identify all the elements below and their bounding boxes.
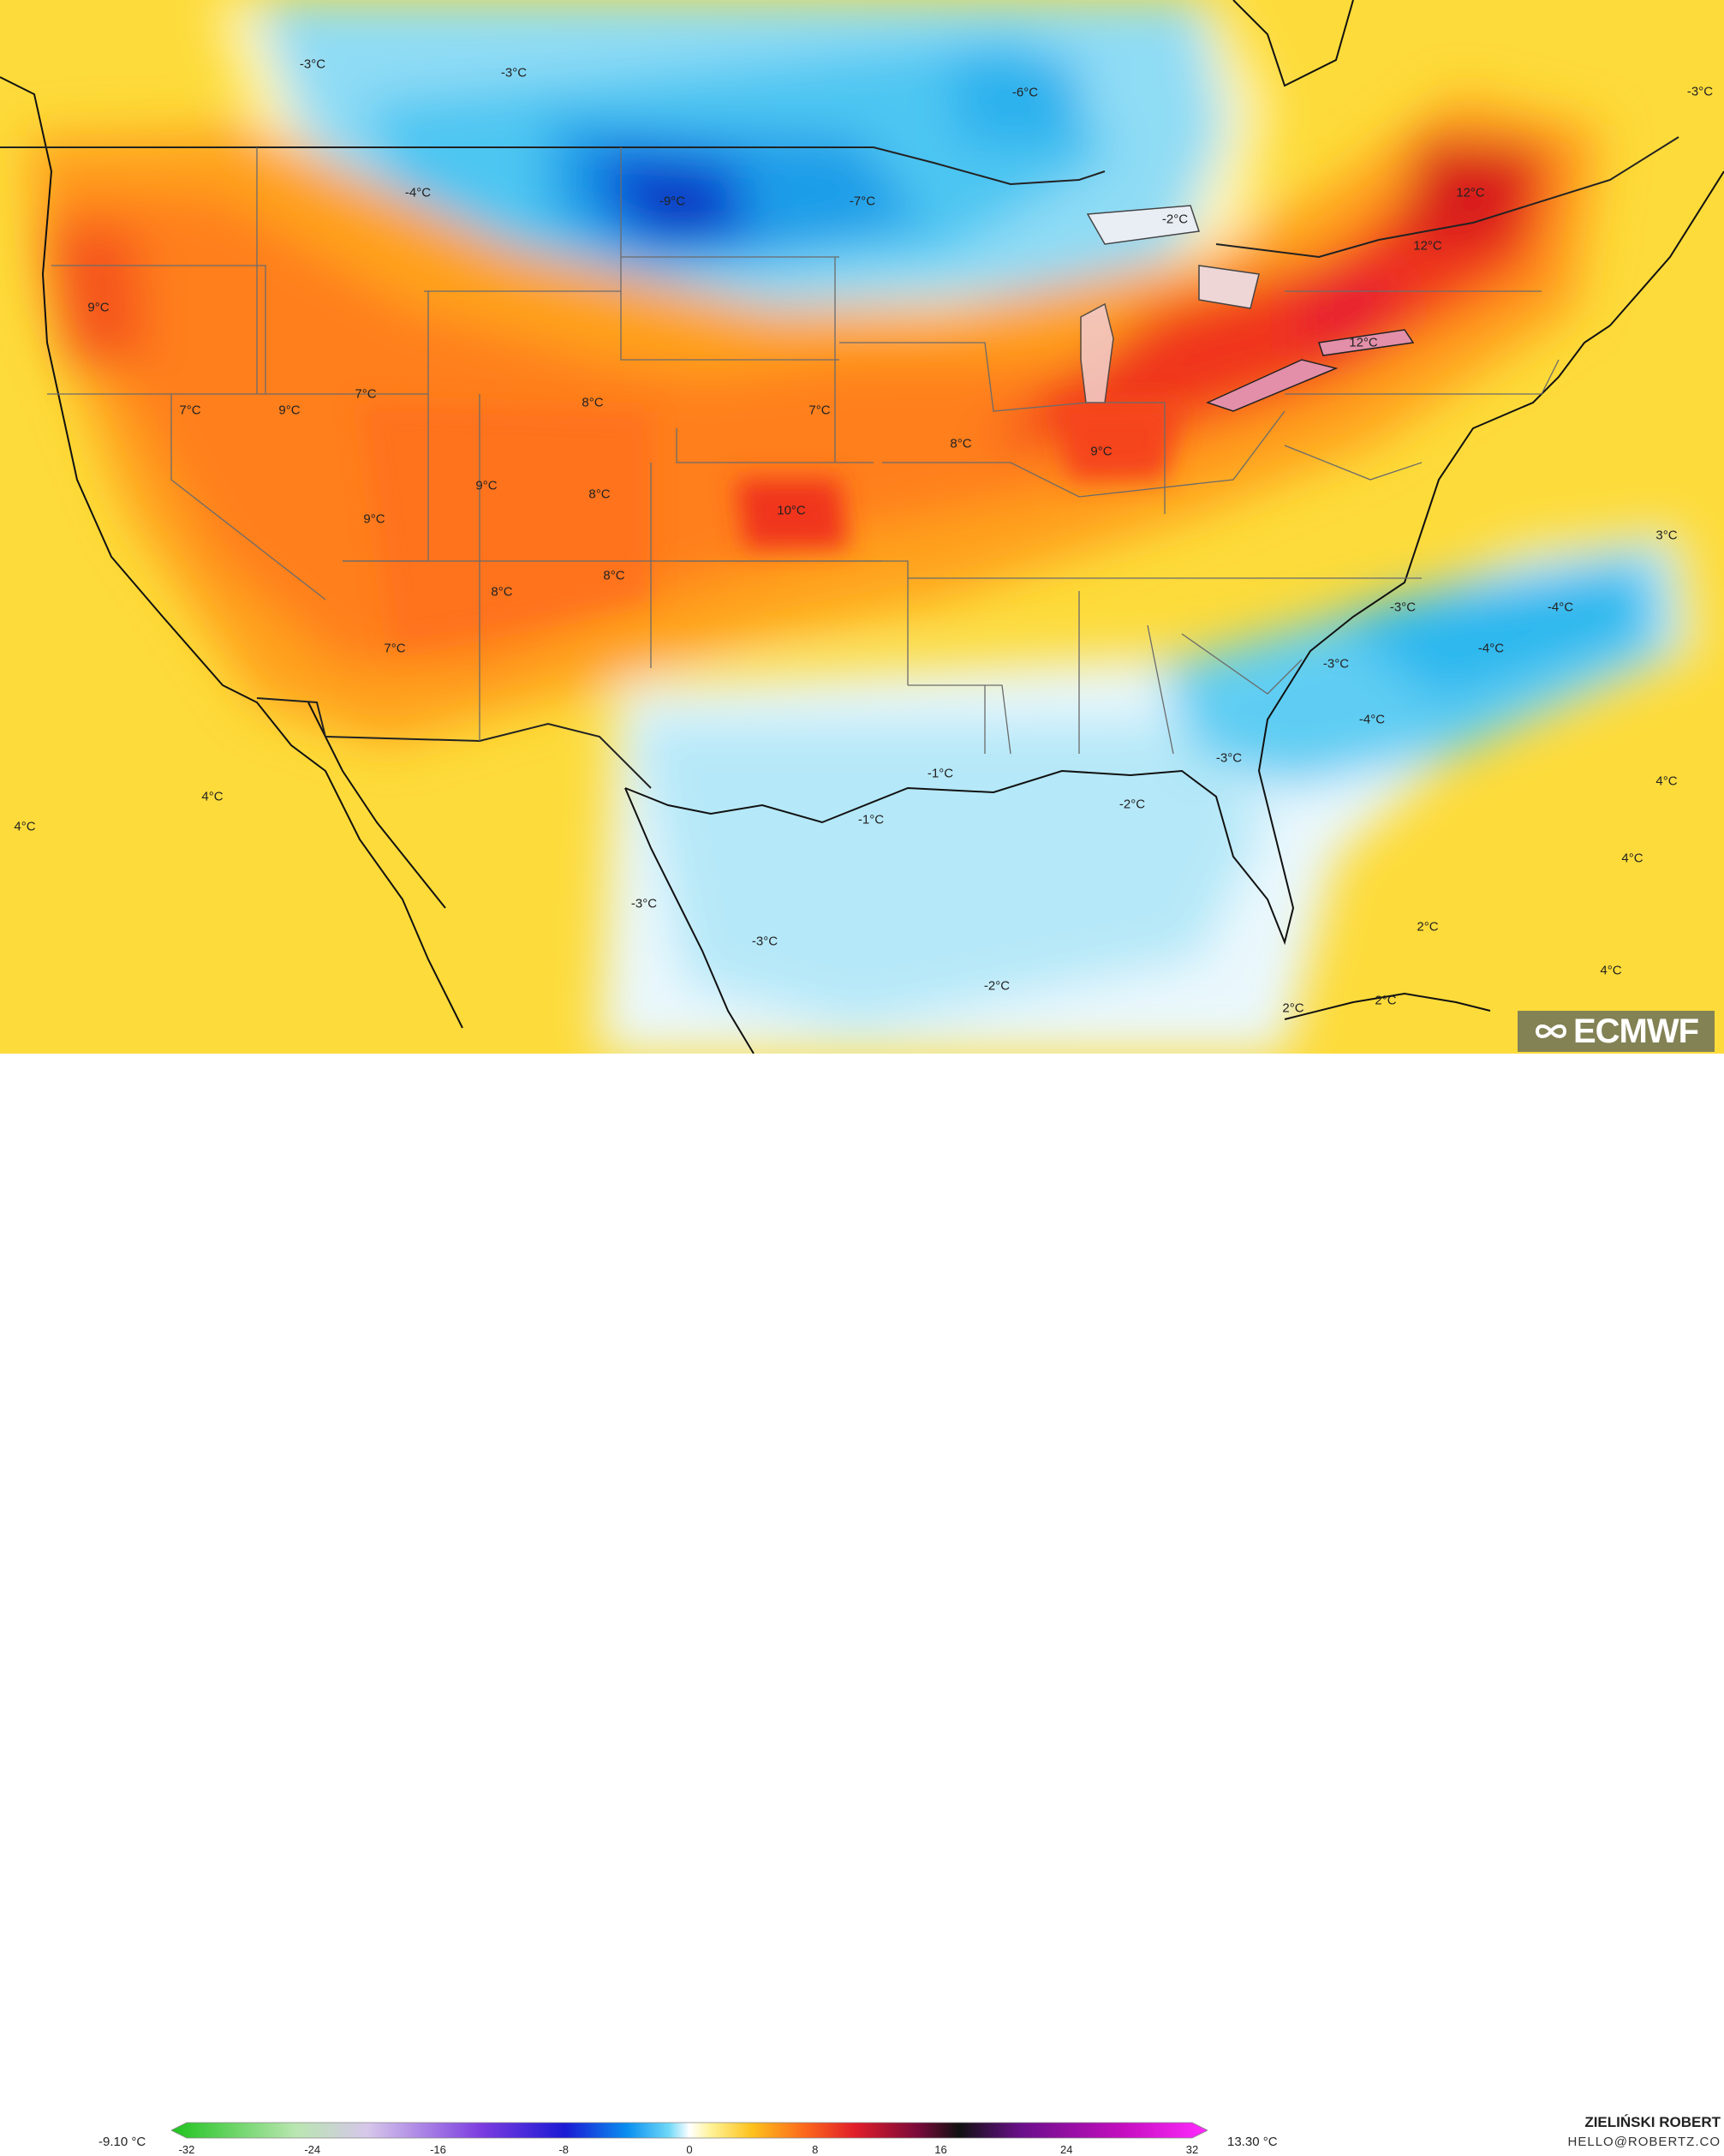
temperature-label: -3°C bbox=[500, 65, 528, 81]
temperature-label: -3°C bbox=[1389, 600, 1417, 615]
temperature-label: 2°C bbox=[1375, 993, 1397, 1008]
temperature-label: -2°C bbox=[1161, 212, 1189, 227]
temperature-label: 4°C bbox=[1600, 963, 1622, 978]
temperature-label: 9°C bbox=[87, 300, 110, 315]
ecmwf-logo-mark-icon bbox=[1535, 1024, 1566, 1038]
temperature-label: -3°C bbox=[1215, 750, 1243, 766]
temperature-label: 9°C bbox=[278, 403, 301, 418]
ecmwf-logo-text: ECMWF bbox=[1572, 1012, 1699, 1050]
temperature-label: -3°C bbox=[1322, 656, 1350, 672]
temperature-label: 7°C bbox=[179, 403, 201, 418]
temperature-label: 2°C bbox=[1282, 1000, 1304, 1016]
temperature-label: 7°C bbox=[355, 386, 377, 402]
author-credit: ZIELIŃSKI ROBERT bbox=[1584, 2114, 1721, 2130]
temperature-label: 2°C bbox=[1417, 919, 1439, 935]
colorbar-tick-label: 24 bbox=[1060, 2143, 1073, 2156]
colorbar-tick-label: -32 bbox=[178, 2143, 195, 2156]
temperature-label: -3°C bbox=[299, 57, 326, 72]
colorbar-tick-label: -16 bbox=[430, 2143, 446, 2156]
temperature-label: 4°C bbox=[14, 819, 36, 834]
temperature-label: 8°C bbox=[950, 436, 972, 451]
temperature-map: -3°C -3°C -6°C -3°C -4°C -9°C -7°C -2°C 12°C 12°C… bbox=[0, 0, 1724, 1054]
colorbar-tick-label: 0 bbox=[686, 2143, 693, 2156]
temperature-label: 9°C bbox=[1090, 444, 1113, 459]
temperature-label: -6°C bbox=[1011, 85, 1039, 100]
legend-min-value: -9.10 °C bbox=[98, 2135, 146, 2149]
temperature-label: -4°C bbox=[1358, 712, 1386, 727]
colorbar-tick-label: 16 bbox=[934, 2143, 947, 2156]
temperature-label: -3°C bbox=[751, 934, 778, 949]
temperature-label: -4°C bbox=[404, 185, 432, 200]
temperature-label: 4°C bbox=[1621, 851, 1643, 866]
temperature-label: -4°C bbox=[1477, 641, 1505, 656]
colorbar-body bbox=[171, 2122, 1208, 2139]
temperature-field bbox=[0, 0, 1724, 1054]
temperature-label: -4°C bbox=[1547, 600, 1574, 615]
ecmwf-logo: ECMWF bbox=[1518, 1011, 1715, 1052]
temperature-labels: -3°C -3°C -6°C -3°C -4°C -9°C -7°C -2°C 12°C 12°C… bbox=[0, 0, 1724, 1054]
legend-max-value: 13.30 °C bbox=[1227, 2135, 1278, 2149]
colorbar-tick-label: 32 bbox=[1185, 2143, 1199, 2156]
temperature-label: -2°C bbox=[1119, 797, 1146, 812]
temperature-label: -3°C bbox=[630, 896, 658, 911]
temperature-label: 12°C bbox=[1456, 185, 1485, 200]
temperature-label: 7°C bbox=[384, 641, 406, 656]
temperature-label: 4°C bbox=[201, 789, 224, 804]
temperature-label: -1°C bbox=[927, 766, 954, 781]
temperature-label: 10°C bbox=[777, 503, 806, 518]
colorbar-tick-label: 8 bbox=[812, 2143, 819, 2156]
colorbar-tick-label: -8 bbox=[558, 2143, 570, 2156]
legend-footer: -9.10 °C - bbox=[0, 1054, 1724, 2156]
temperature-label: -9°C bbox=[659, 194, 686, 209]
temperature-label: 8°C bbox=[603, 568, 625, 583]
temperature-label: -1°C bbox=[857, 812, 885, 827]
temperature-label: -2°C bbox=[983, 978, 1011, 994]
temperature-label: 8°C bbox=[491, 584, 513, 600]
temperature-label: 9°C bbox=[475, 478, 498, 493]
author-email: HELLO@ROBERTZ.CO bbox=[1567, 2135, 1721, 2149]
temperature-label: 12°C bbox=[1349, 335, 1378, 350]
temperature-colorbar bbox=[171, 2122, 1208, 2139]
temperature-label: 3°C bbox=[1655, 528, 1678, 543]
temperature-label: -7°C bbox=[849, 194, 876, 209]
temperature-label: 12°C bbox=[1413, 238, 1442, 254]
temperature-label: -3°C bbox=[1686, 84, 1714, 99]
temperature-label: 9°C bbox=[363, 511, 385, 527]
temperature-label: 4°C bbox=[1655, 773, 1678, 789]
temperature-label: 8°C bbox=[588, 487, 611, 502]
colorbar-tick-label: -24 bbox=[304, 2143, 321, 2156]
temperature-label: 8°C bbox=[582, 395, 604, 410]
temperature-label: 7°C bbox=[808, 403, 831, 418]
